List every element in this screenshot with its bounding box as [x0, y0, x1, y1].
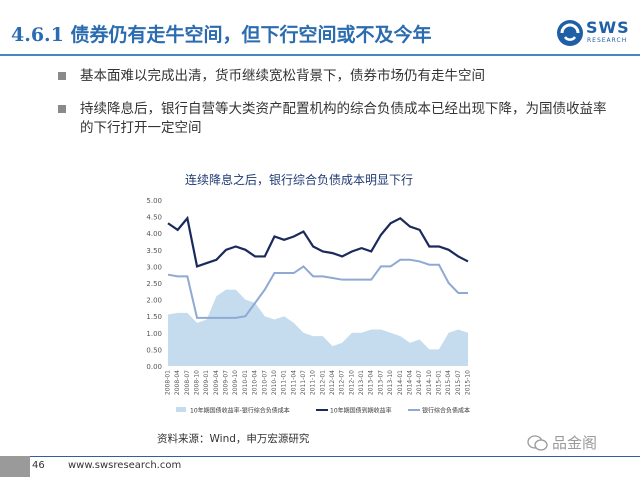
x-tick-label: 2015-07: [455, 370, 462, 395]
legend-swatch: [176, 407, 186, 412]
website-link[interactable]: www.swsresearch.com: [68, 460, 182, 471]
y-tick-label: 2.50: [146, 280, 162, 288]
x-tick-label: 2012-07: [339, 370, 346, 395]
y-tick-label: 3.00: [146, 263, 162, 271]
x-tick-label: 2014-04: [406, 370, 413, 395]
watermark-text: 品金阁: [552, 434, 598, 452]
logo-text: SWS: [586, 18, 630, 37]
y-tick-label: 1.00: [146, 330, 162, 338]
y-tick-label: 4.50: [146, 214, 162, 222]
legend-label: 银行综合负债成本: [422, 407, 470, 415]
line-series-bank-cost: [167, 258, 468, 319]
footer-page-block: [0, 456, 30, 477]
sws-logo-icon: [557, 20, 583, 46]
x-tick-label: 2014-10: [426, 370, 433, 395]
x-tick-label: 2012-10: [348, 370, 355, 395]
footer-divider: [30, 456, 640, 457]
x-tick-label: 2010-04: [252, 370, 259, 395]
x-tick-label: 2014-07: [416, 370, 423, 395]
x-tick-label: 2008-07: [184, 370, 191, 395]
page-number: 46: [32, 460, 45, 471]
y-tick-label: 3.50: [146, 247, 162, 255]
wechat-icon: [527, 435, 548, 451]
x-tick-label: 2011-07: [300, 370, 307, 395]
x-tick-label: 2011-10: [310, 370, 317, 395]
logo-subtext: RESEARCH: [587, 37, 628, 44]
x-tick-label: 2009-07: [223, 370, 230, 395]
line-series-10y-yield: [167, 215, 469, 268]
x-tick-label: 2012-04: [329, 370, 336, 395]
y-tick-label: 0.50: [146, 346, 162, 354]
x-tick-label: 2009-10: [232, 370, 239, 395]
x-tick-label: 2013-07: [377, 370, 384, 395]
page-title: 4.6.1 债券仍有走牛空间，但下行空间或不及今年: [11, 24, 432, 46]
x-tick-label: 2015-01: [435, 370, 442, 395]
x-tick-label: 2008-04: [174, 370, 181, 395]
x-tick-label: 2011-04: [290, 370, 297, 395]
bullet-item: 持续降息后，银行自营等大类资产配置机构的综合负债成本已经出现下降，为国债收益率的…: [58, 100, 618, 138]
x-tick-label: 2015-10: [465, 370, 472, 395]
x-tick-label: 2008-01: [165, 370, 172, 395]
bullet-item: 基本面难以完成出清，货币继续宽松背景下，债券市场仍有走牛空间: [58, 67, 618, 86]
x-tick-label: 2009-04: [213, 370, 220, 395]
x-tick-label: 2008-10: [194, 370, 201, 395]
bullet-square-icon: [58, 72, 66, 80]
chart-title: 连续降息之后，银行综合负债成本明显下行: [185, 173, 414, 187]
source-note: 资料来源：Wind，申万宏源研究: [157, 433, 310, 445]
x-tick-label: 2010-10: [271, 370, 278, 395]
bullet-text: 持续降息后，银行自营等大类资产配置机构的综合负债成本已经出现下降，为国债收益率的…: [80, 101, 607, 136]
area-series-spread: [168, 289, 468, 366]
y-tick-label: 2.00: [146, 297, 162, 305]
x-tick-label: 2013-04: [368, 370, 375, 395]
x-tick-label: 2012-01: [319, 370, 326, 395]
y-tick-label: 0.00: [146, 363, 162, 371]
x-tick-label: 2015-04: [445, 370, 452, 395]
y-tick-label: 1.50: [146, 313, 162, 321]
x-tick-label: 2009-01: [203, 370, 210, 395]
y-tick-label: 4.00: [146, 230, 162, 238]
y-tick-label: 5.00: [146, 197, 162, 205]
x-tick-label: 2010-07: [261, 370, 268, 395]
bullet-square-icon: [58, 105, 66, 113]
footer: [0, 456, 640, 477]
legend-label: 10年期国债收益率-银行综合负债成本: [190, 407, 290, 415]
x-tick-label: 2010-01: [242, 370, 249, 395]
title-divider: [0, 54, 640, 56]
x-tick-label: 2014-01: [397, 370, 404, 395]
x-tick-label: 2011-01: [281, 370, 288, 395]
x-tick-label: 2013-10: [387, 370, 394, 395]
bullet-text: 基本面难以完成出清，货币继续宽松背景下，债券市场仍有走牛空间: [80, 68, 485, 84]
x-tick-label: 2013-01: [358, 370, 365, 395]
legend-label: 10年期国债到期收益率: [330, 407, 392, 415]
